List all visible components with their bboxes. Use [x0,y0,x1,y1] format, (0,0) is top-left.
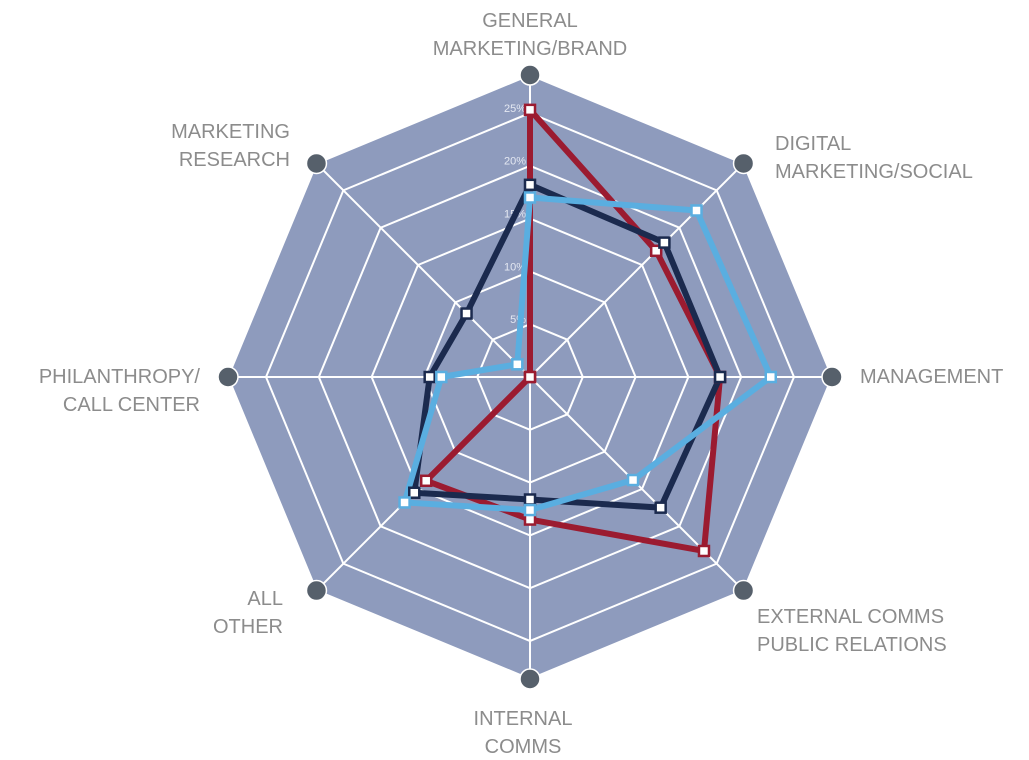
category-label-line: MANAGEMENT [860,366,1003,388]
axis-dot [519,64,541,86]
axis-dot [305,579,328,602]
point-marker [523,493,537,506]
category-label-line: EXTERNAL COMMS [757,606,944,628]
point-marker [419,474,433,488]
axis-dot [305,152,328,175]
point-marker [654,501,667,514]
category-label-line: DIGITAL [775,133,851,155]
category-label: DIGITAL MARKETING/SOCIAL [775,133,973,183]
point-marker [658,236,671,249]
category-label: GENERAL MARKETING/BRAND [433,10,627,60]
category-label-line: INTERNAL [474,708,573,730]
category-label-line: GENERAL [482,10,578,32]
point-marker [523,103,537,117]
point-marker [713,370,727,384]
axis-dot [519,668,541,690]
point-marker [523,191,537,204]
point-marker [423,370,436,384]
point-marker [690,204,703,217]
axis-dot [732,152,755,175]
category-label: INTERNAL COMMS [474,708,573,758]
tick-label: 10% [504,261,526,273]
point-marker [511,358,524,371]
tick-label: 25% [504,103,526,115]
tick-label: 20% [504,156,526,168]
axis-line [529,162,745,378]
category-label-line: OTHER [213,616,283,638]
category-label-line: MARKETING/SOCIAL [775,161,973,183]
category-label: ALL OTHER [213,588,283,638]
point-marker [398,496,411,509]
axis-dot [217,366,239,388]
category-label-line: MARKETING/BRAND [433,38,627,60]
category-label-line: PHILANTHROPY/ [39,366,201,388]
axis-dot [732,579,755,602]
point-marker [523,178,537,192]
category-label-line: COMMS [485,736,562,758]
category-label-line: RESEARCH [179,149,290,171]
axis-dot [821,366,843,388]
series-line [423,106,724,554]
category-label: MANAGEMENT [860,366,1003,388]
category-label-line: PUBLIC RELATIONS [757,634,947,656]
axis-line [315,162,531,378]
point-marker [435,370,448,384]
point-marker [460,307,473,320]
point-marker [523,503,537,517]
point-marker [649,244,663,258]
point-marker [697,544,711,558]
category-label-line: ALL [247,588,283,610]
point-marker [408,486,421,499]
category-label-line: CALL CENTER [63,394,200,416]
category-label: EXTERNAL COMMS PUBLIC RELATIONS [757,606,947,656]
point-marker [764,370,778,384]
category-label: PHILANTHROPY/CALL CENTER [39,366,201,416]
point-marker [626,473,640,487]
category-label: MARKETING RESEARCH [171,121,290,171]
category-label-line: MARKETING [171,121,290,143]
point-marker [523,370,537,384]
